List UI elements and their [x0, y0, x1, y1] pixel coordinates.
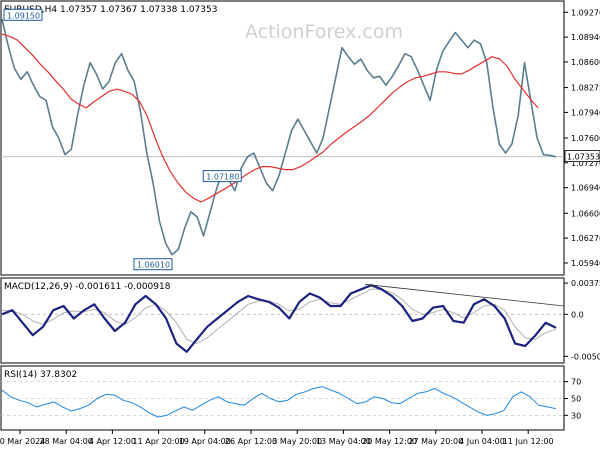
- x-axis-tick-label: 11 Apr 20:00: [133, 437, 185, 446]
- macd-axis-tick-label: -0.00504: [571, 352, 600, 361]
- price-axis-tick-label: 1.08600: [571, 58, 600, 67]
- current-price-label: 1.07353: [567, 153, 600, 162]
- moving-average-line: [1, 33, 539, 203]
- chart-header-ohlc: 1.07357 1.07367 1.07338 1.07353: [60, 5, 217, 15]
- x-axis-tick-label: 4 Apr 12:00: [89, 437, 136, 446]
- price-annotation-label: 1.07180: [206, 173, 239, 182]
- x-axis-tick-label: 26 Apr 12:00: [225, 437, 277, 446]
- x-axis-tick-label: 3 May 20:00: [272, 437, 322, 446]
- price-axis-tick-label: 1.06600: [571, 209, 600, 218]
- price-axis-tick-label: 1.09270: [571, 8, 600, 17]
- price-annotation-box: [133, 258, 173, 271]
- price-annotation-label: 1.09150: [7, 11, 40, 20]
- rsi-axis-tick-label: 50: [571, 395, 581, 404]
- macd-axis-tick-label: 0.00375: [571, 279, 600, 288]
- price-axis-tick-label: 1.08275: [571, 84, 600, 93]
- price-series-line: [1, 18, 557, 256]
- x-axis-tick-label: 19 Apr 04:00: [179, 437, 231, 446]
- x-axis-tick-label: 11 Jun 12:00: [503, 437, 554, 446]
- rsi-line: [1, 386, 557, 418]
- price-axis-tick-label: 1.07600: [571, 134, 600, 143]
- rsi-axis-tick-label: 70: [571, 378, 581, 387]
- x-axis-tick-label: 20 May 12:00: [362, 437, 417, 446]
- price-axis-tick-label: 1.08940: [571, 33, 600, 42]
- price-annotation-box: [3, 8, 43, 21]
- price-annotation-box: [202, 170, 242, 183]
- series-layer: [1, 11, 568, 434]
- x-axis-tick-label: 28 Mar 04:00: [39, 437, 92, 446]
- rsi-panel-frame: [0, 365, 565, 431]
- x-axis-tick-label: 13 May 04:00: [316, 437, 371, 446]
- price-axis-tick-label: 1.05940: [571, 259, 600, 268]
- price-annotation-label: 1.06010: [137, 261, 170, 270]
- x-axis-tick-label: 4 Jun 04:00: [459, 437, 505, 446]
- macd-header: MACD(12,26,9) -0.001611 -0.000918: [4, 282, 171, 292]
- price-axis-tick-label: 1.06940: [571, 184, 600, 193]
- price-axis-tick-label: 1.06270: [571, 234, 600, 243]
- rsi-header: RSI(14) 37.8302: [4, 370, 77, 380]
- x-axis-tick-label: 27 May 20:00: [408, 437, 463, 446]
- macd-line: [1, 284, 557, 353]
- watermark: ActionForex.com: [245, 21, 403, 43]
- macd-signal-line: [1, 288, 557, 344]
- current-price-box: [564, 150, 600, 162]
- price-axis-tick-label: 1.07270: [571, 159, 600, 168]
- rsi-axis-tick-label: 30: [571, 411, 581, 420]
- label-layer: 1.09270 1.08940 1.08600 1.08275 1.07940 1.076…: [0, 8, 600, 446]
- price-axis-tick-label: 1.07940: [571, 108, 600, 117]
- macd-axis-tick-label: 0.0: [571, 310, 584, 319]
- macd-panel-frame: [0, 277, 565, 364]
- x-axis-tick-label: 20 Mar 2024: [0, 437, 45, 446]
- macd-trendline: [364, 283, 565, 307]
